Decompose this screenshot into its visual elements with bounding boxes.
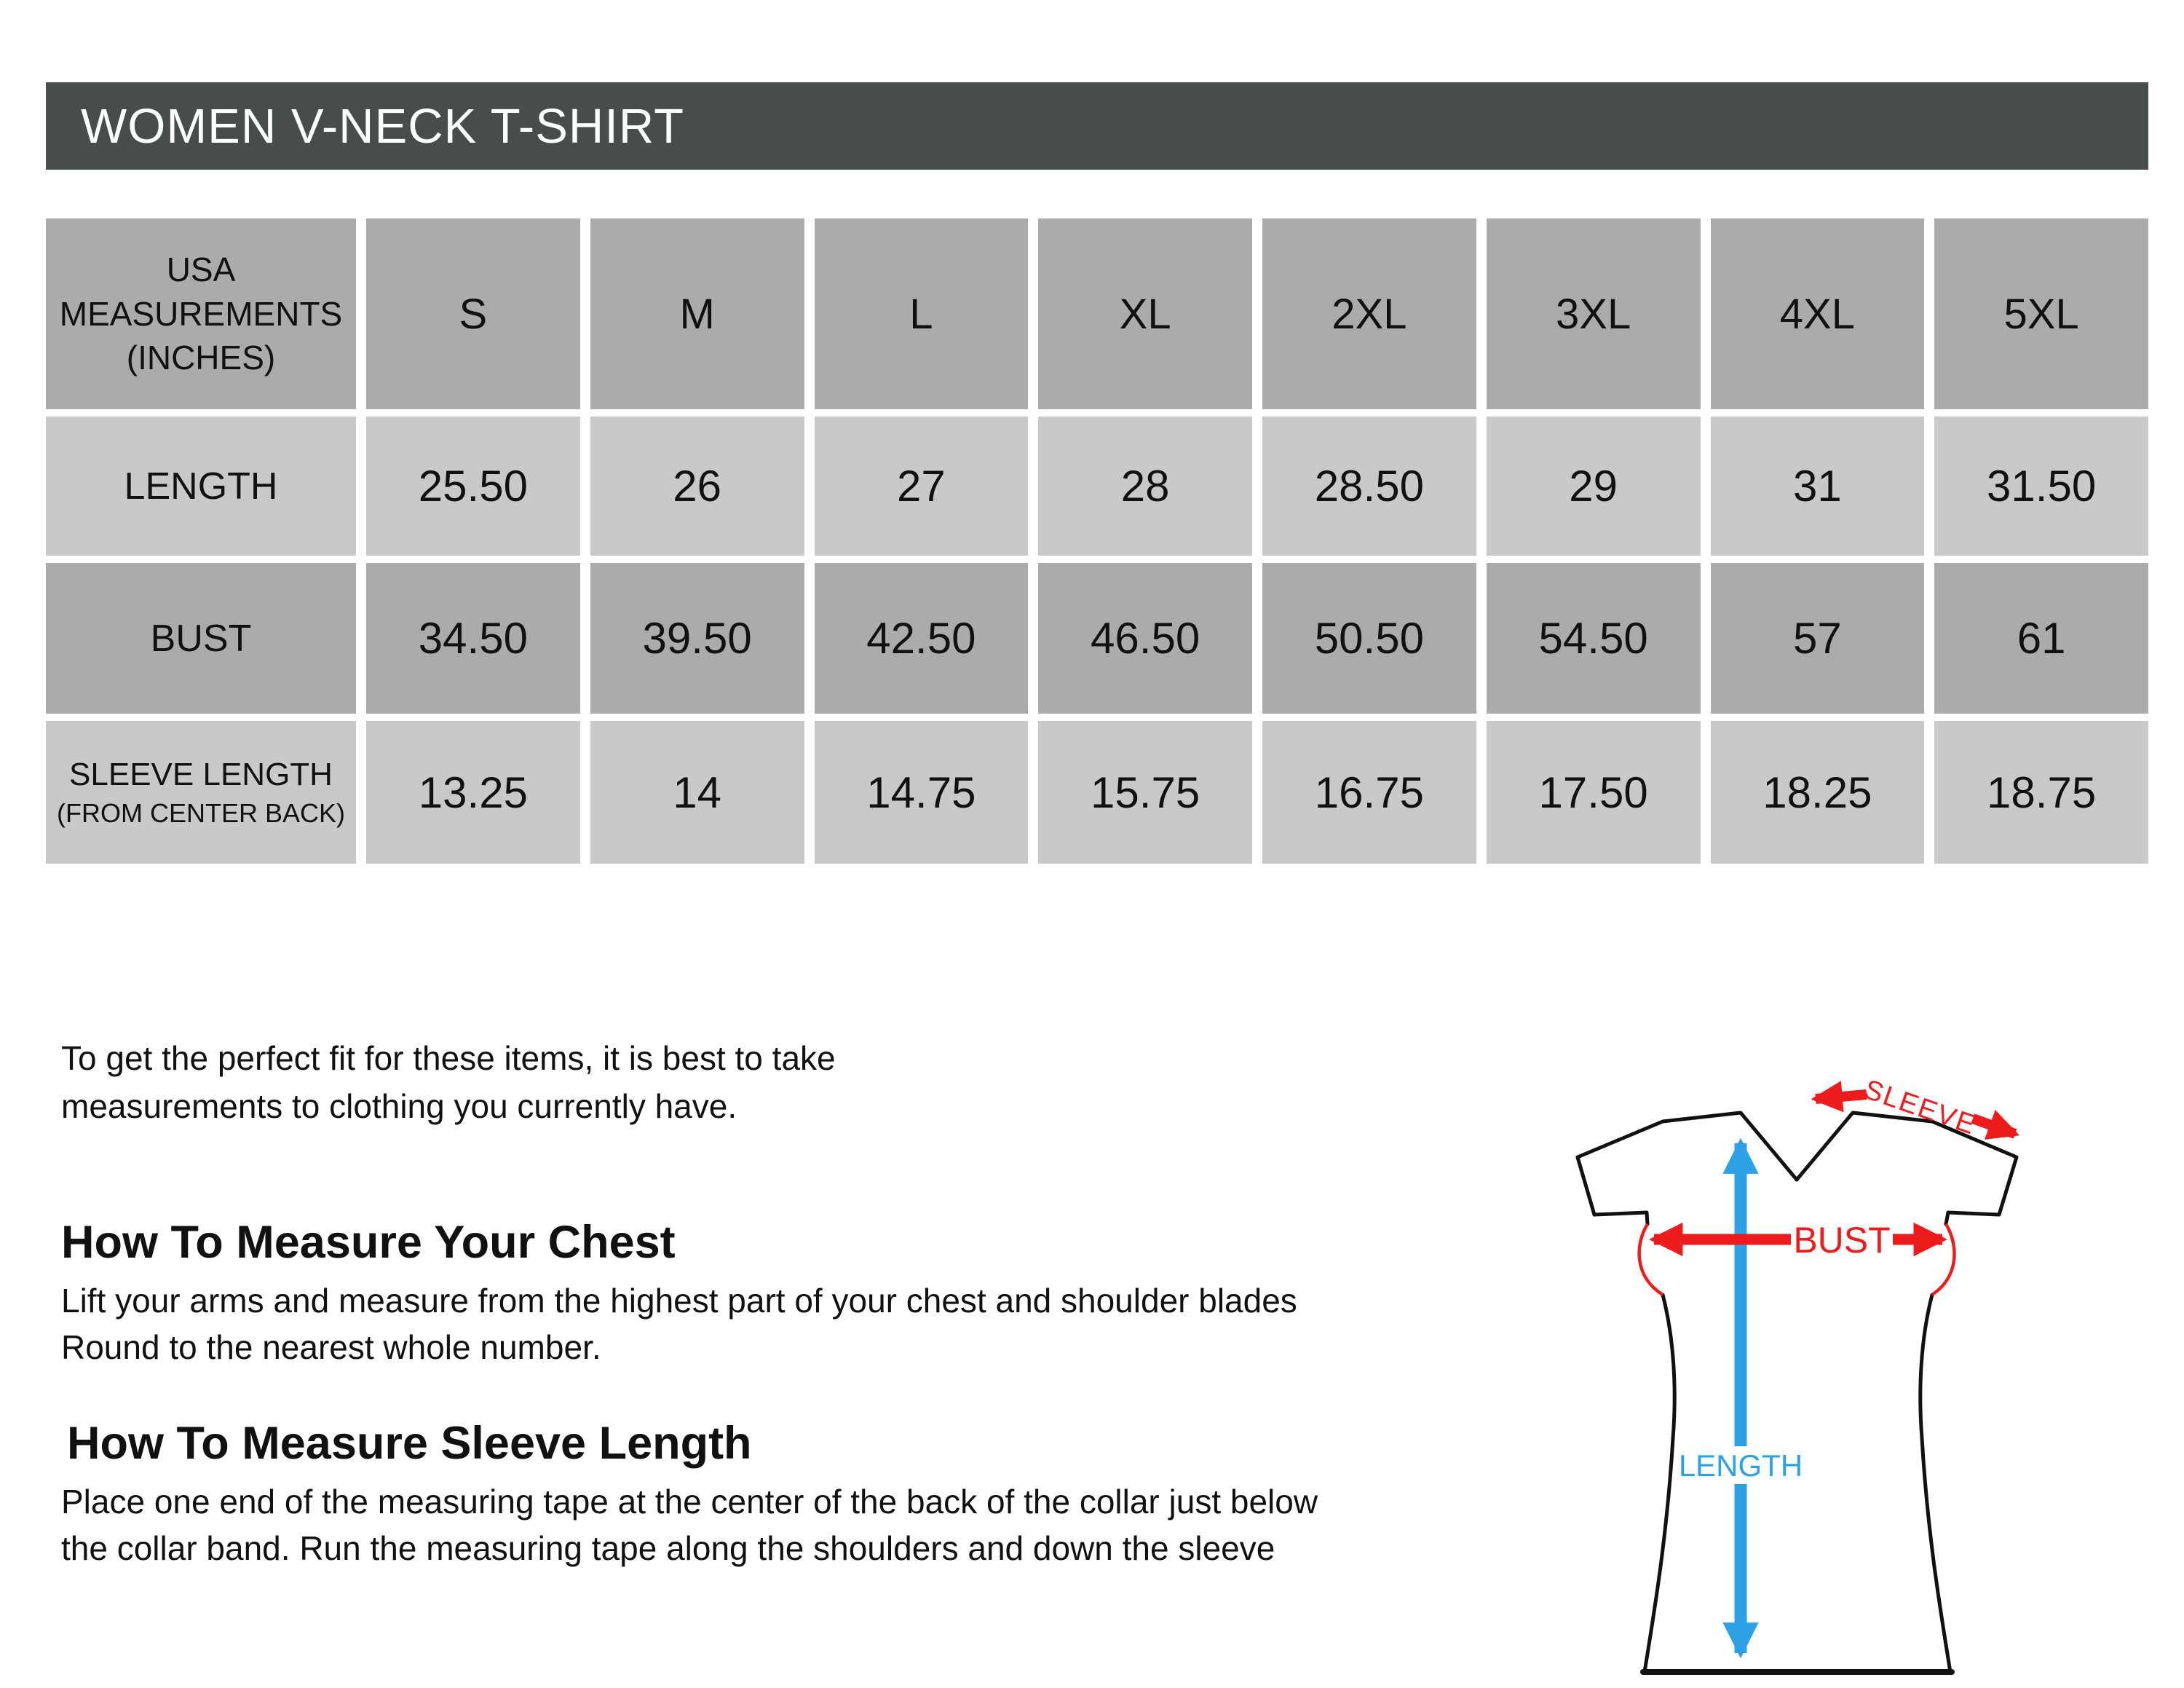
row-label-sleeve-length: SLEEVE LENGTH (FROM CENTER BACK) xyxy=(46,721,356,864)
size-table: USA MEASUREMENTS (INCHES) S M L XL 2XL 3… xyxy=(46,218,2148,864)
sleeve-length-label: SLEEVE LENGTH xyxy=(69,757,333,792)
size-col-header-xl: XL xyxy=(1038,218,1252,409)
table-cell-length-s: 25.50 xyxy=(366,417,580,556)
sleeve-length-sublabel: (FROM CENTER BACK) xyxy=(57,798,345,829)
corner-line-1: USA xyxy=(166,250,236,288)
table-cell-bust-l: 42.50 xyxy=(814,563,1029,714)
table-cell-sleeve-s: 13.25 xyxy=(366,721,580,864)
title-bar: WOMEN V-NECK T-SHIRT xyxy=(46,82,2148,170)
bust-label: BUST xyxy=(1793,1220,1890,1261)
sleeve-line-2: the collar band. Run the measuring tape … xyxy=(61,1529,1275,1567)
size-col-header-2xl: 2XL xyxy=(1262,218,1476,409)
page-title: WOMEN V-NECK T-SHIRT xyxy=(81,98,685,154)
corner-line-3: (INCHES) xyxy=(126,339,276,377)
intro-line-2: measurements to clothing you currently h… xyxy=(61,1087,737,1125)
chest-line-1: Lift your arms and measure from the high… xyxy=(61,1282,1297,1320)
table-cell-sleeve-2xl: 16.75 xyxy=(1262,721,1476,864)
table-cell-length-l: 27 xyxy=(814,417,1029,556)
size-col-header-4xl: 4XL xyxy=(1710,218,1925,409)
table-cell-sleeve-l: 14.75 xyxy=(814,721,1029,864)
size-col-header-m: M xyxy=(590,218,804,409)
table-cell-sleeve-m: 14 xyxy=(590,721,804,864)
table-corner-header: USA MEASUREMENTS (INCHES) xyxy=(46,218,356,409)
size-col-header-s: S xyxy=(366,218,580,409)
intro-line-1: To get the perfect fit for these items, … xyxy=(61,1039,836,1077)
heading-measure-sleeve: How To Measure Sleeve Length xyxy=(67,1418,752,1469)
table-cell-bust-s: 34.50 xyxy=(366,563,580,714)
table-cell-bust-4xl: 57 xyxy=(1710,563,1925,714)
bust-seam-curves xyxy=(1637,1223,1956,1296)
table-cell-length-m: 26 xyxy=(590,417,804,556)
tshirt-outline xyxy=(1575,1111,2019,1675)
intro-paragraph: To get the perfect fit for these items, … xyxy=(61,1034,836,1130)
length-label: LENGTH xyxy=(1679,1448,1803,1483)
table-cell-sleeve-5xl: 18.75 xyxy=(1934,721,2148,864)
table-cell-sleeve-3xl: 17.50 xyxy=(1486,721,1701,864)
size-col-header-l: L xyxy=(814,218,1029,409)
table-cell-bust-2xl: 50.50 xyxy=(1262,563,1476,714)
tshirt-measurement-diagram: LENGTH BUST SLEEVE xyxy=(1575,1074,2020,1675)
table-cell-bust-m: 39.50 xyxy=(590,563,804,714)
table-cell-sleeve-xl: 15.75 xyxy=(1038,721,1252,864)
table-cell-length-2xl: 28.50 xyxy=(1262,417,1476,556)
size-col-header-3xl: 3XL xyxy=(1486,218,1701,409)
row-label-bust: BUST xyxy=(46,563,356,714)
bust-arrow: BUST xyxy=(1649,1218,1947,1261)
sleeve-line-1: Place one end of the measuring tape at t… xyxy=(61,1483,1318,1521)
sleeve-instructions: Place one end of the measuring tape at t… xyxy=(61,1478,1318,1571)
size-col-header-5xl: 5XL xyxy=(1934,218,2148,409)
chest-instructions: Lift your arms and measure from the high… xyxy=(61,1277,1297,1370)
table-cell-length-5xl: 31.50 xyxy=(1934,417,2148,556)
chest-line-2: Round to the nearest whole number. xyxy=(61,1328,601,1366)
table-cell-length-4xl: 31 xyxy=(1710,417,1925,556)
heading-measure-chest: How To Measure Your Chest xyxy=(61,1217,676,1268)
table-cell-bust-3xl: 54.50 xyxy=(1486,563,1701,714)
table-cell-sleeve-4xl: 18.25 xyxy=(1710,721,1925,864)
table-cell-bust-5xl: 61 xyxy=(1934,563,2148,714)
corner-line-2: MEASUREMENTS xyxy=(59,294,343,333)
table-cell-length-3xl: 29 xyxy=(1486,417,1701,556)
table-cell-length-xl: 28 xyxy=(1038,417,1252,556)
row-label-length: LENGTH xyxy=(46,417,356,556)
table-cell-bust-xl: 46.50 xyxy=(1038,563,1252,714)
